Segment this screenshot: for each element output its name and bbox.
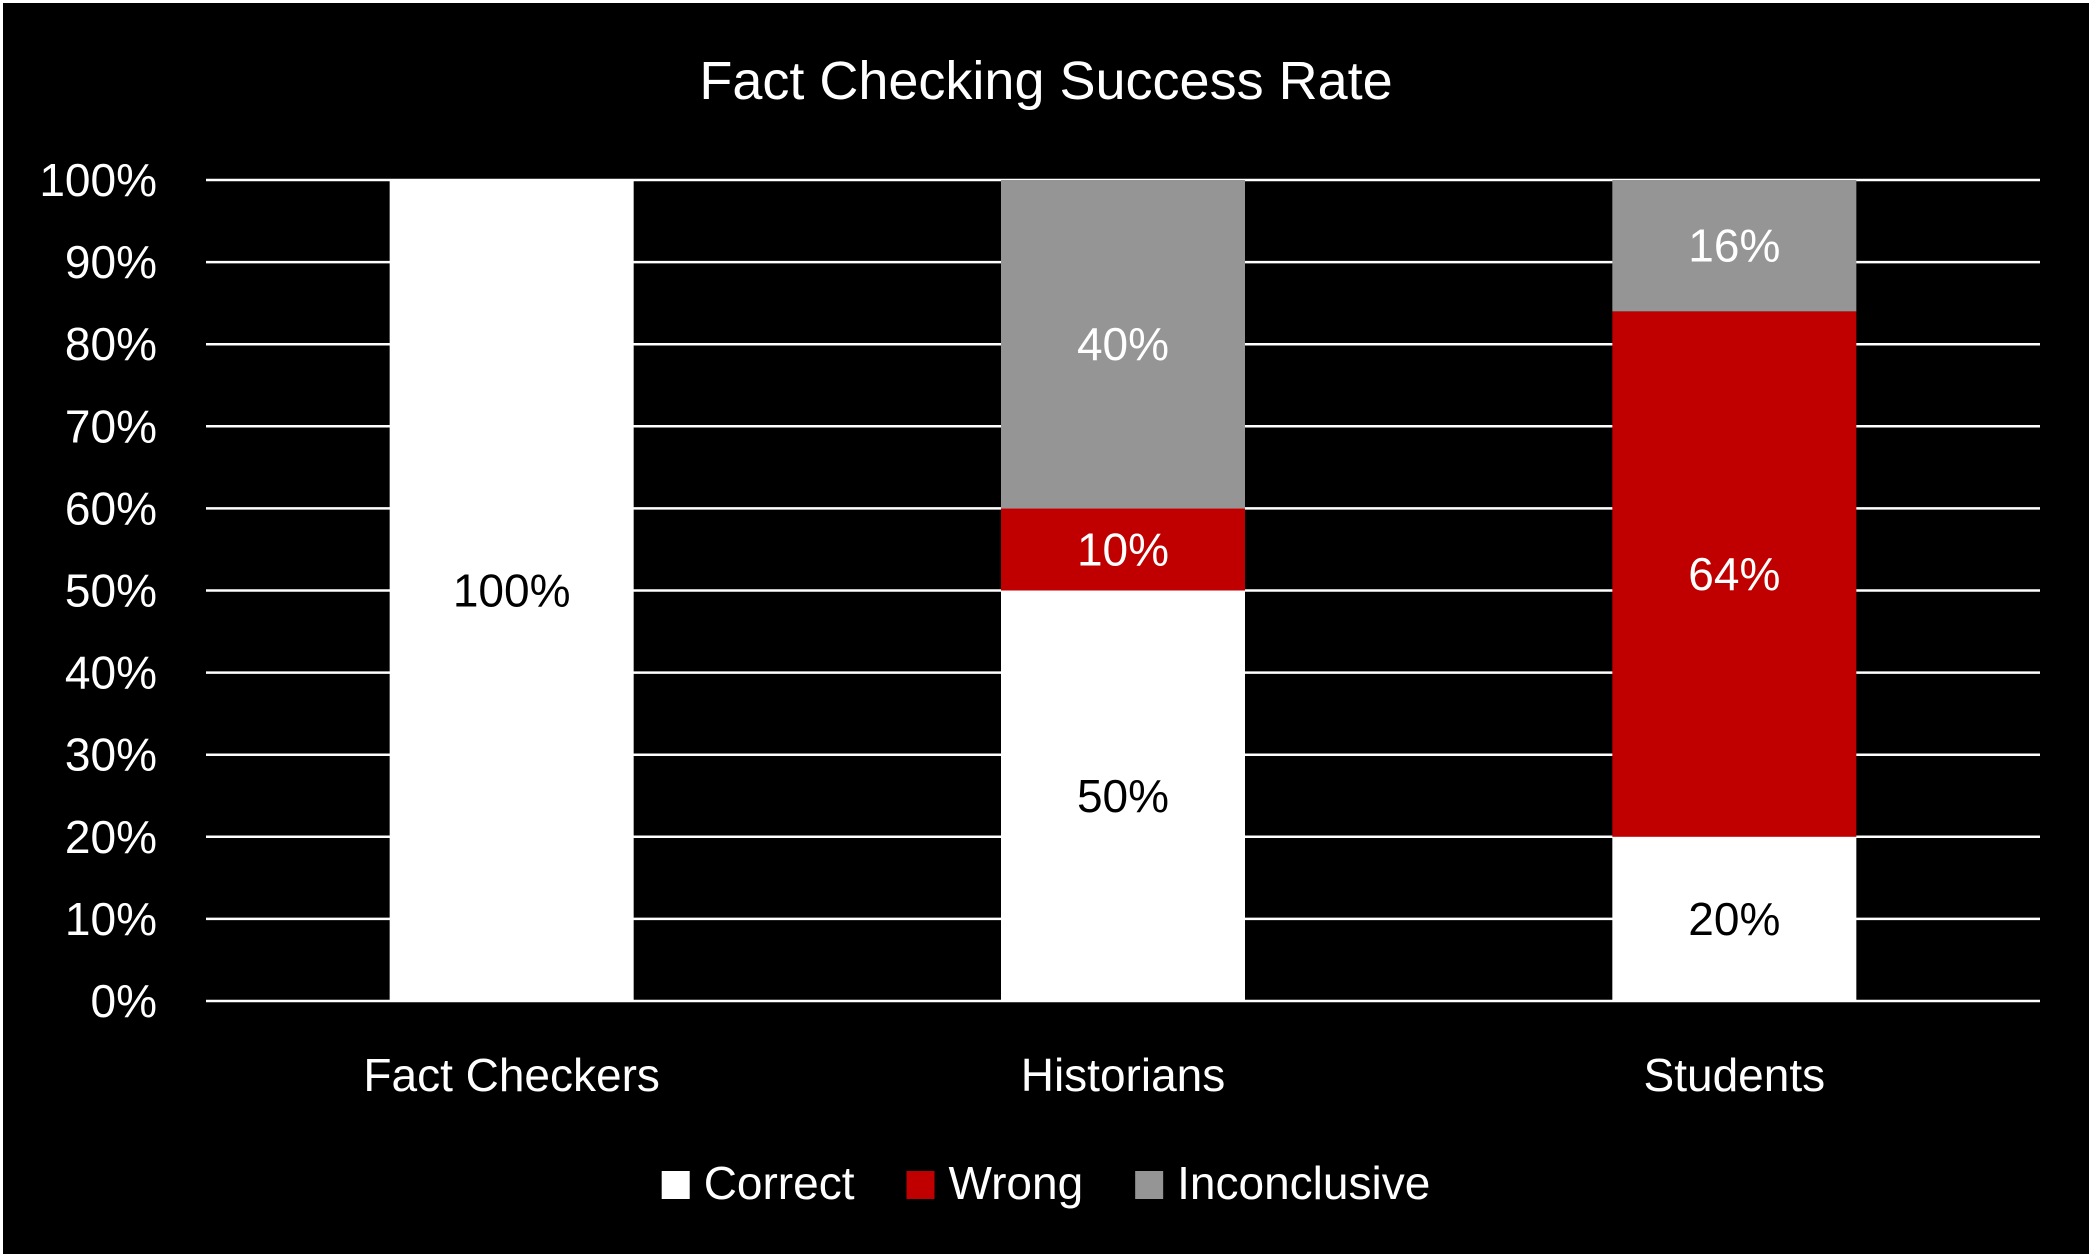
x-category-label: Fact Checkers — [363, 1049, 660, 1101]
y-tick-label: 40% — [65, 647, 157, 699]
data-label: 64% — [1688, 548, 1780, 600]
data-labels: 100% 50% 10% 40% 20% 64% 16% — [453, 220, 1781, 945]
data-label: 40% — [1077, 318, 1169, 370]
data-label: 20% — [1688, 893, 1780, 945]
bar-segment — [389, 180, 634, 1001]
legend-swatch — [661, 1171, 690, 1199]
legend-label: Wrong — [949, 1157, 1084, 1209]
y-tick-label: 60% — [65, 482, 157, 534]
bars — [389, 180, 1857, 1001]
y-tick-label: 0% — [91, 975, 157, 1027]
chart-frame: Fact Checking Success Rate 0% 10% 20% 30% 40… — [3, 3, 2089, 1254]
chart-title: Fact Checking Success Rate — [699, 51, 1392, 111]
bar-segment — [1001, 508, 1245, 591]
y-tick-label: 70% — [65, 400, 157, 452]
y-tick-label: 90% — [65, 236, 157, 288]
bar-segment — [1612, 311, 1857, 837]
y-tick-label: 30% — [65, 729, 157, 781]
data-label: 50% — [1077, 770, 1169, 822]
legend-swatch — [1135, 1171, 1164, 1199]
data-label: 100% — [453, 565, 571, 617]
bar-segment — [1001, 180, 1245, 509]
data-label: 16% — [1688, 220, 1780, 272]
x-category-label: Students — [1644, 1049, 1826, 1101]
bar-segment — [1612, 836, 1857, 1001]
legend-label: Correct — [704, 1157, 855, 1209]
bar-segment — [1001, 590, 1245, 1001]
category-labels: Fact Checkers Historians Students — [363, 1049, 1825, 1101]
y-tick-label: 80% — [65, 318, 157, 370]
chart-svg: Fact Checking Success Rate 0% 10% 20% 30% 40… — [39, 51, 2040, 1209]
x-category-label: Historians — [1021, 1049, 1226, 1101]
y-tick-label: 100% — [39, 154, 157, 206]
data-label: 10% — [1077, 523, 1169, 575]
legend-swatch — [906, 1171, 935, 1199]
y-tick-label: 10% — [65, 893, 157, 945]
y-tick-label: 20% — [65, 811, 157, 863]
legend-label: Inconclusive — [1177, 1157, 1430, 1209]
legend: Correct Wrong Inconclusive — [661, 1157, 1430, 1209]
y-axis-tick-labels: 0% 10% 20% 30% 40% 50% 60% 70% 80% 90% 100% — [39, 154, 157, 1027]
y-tick-label: 50% — [65, 565, 157, 617]
bar-segment — [1612, 180, 1857, 312]
